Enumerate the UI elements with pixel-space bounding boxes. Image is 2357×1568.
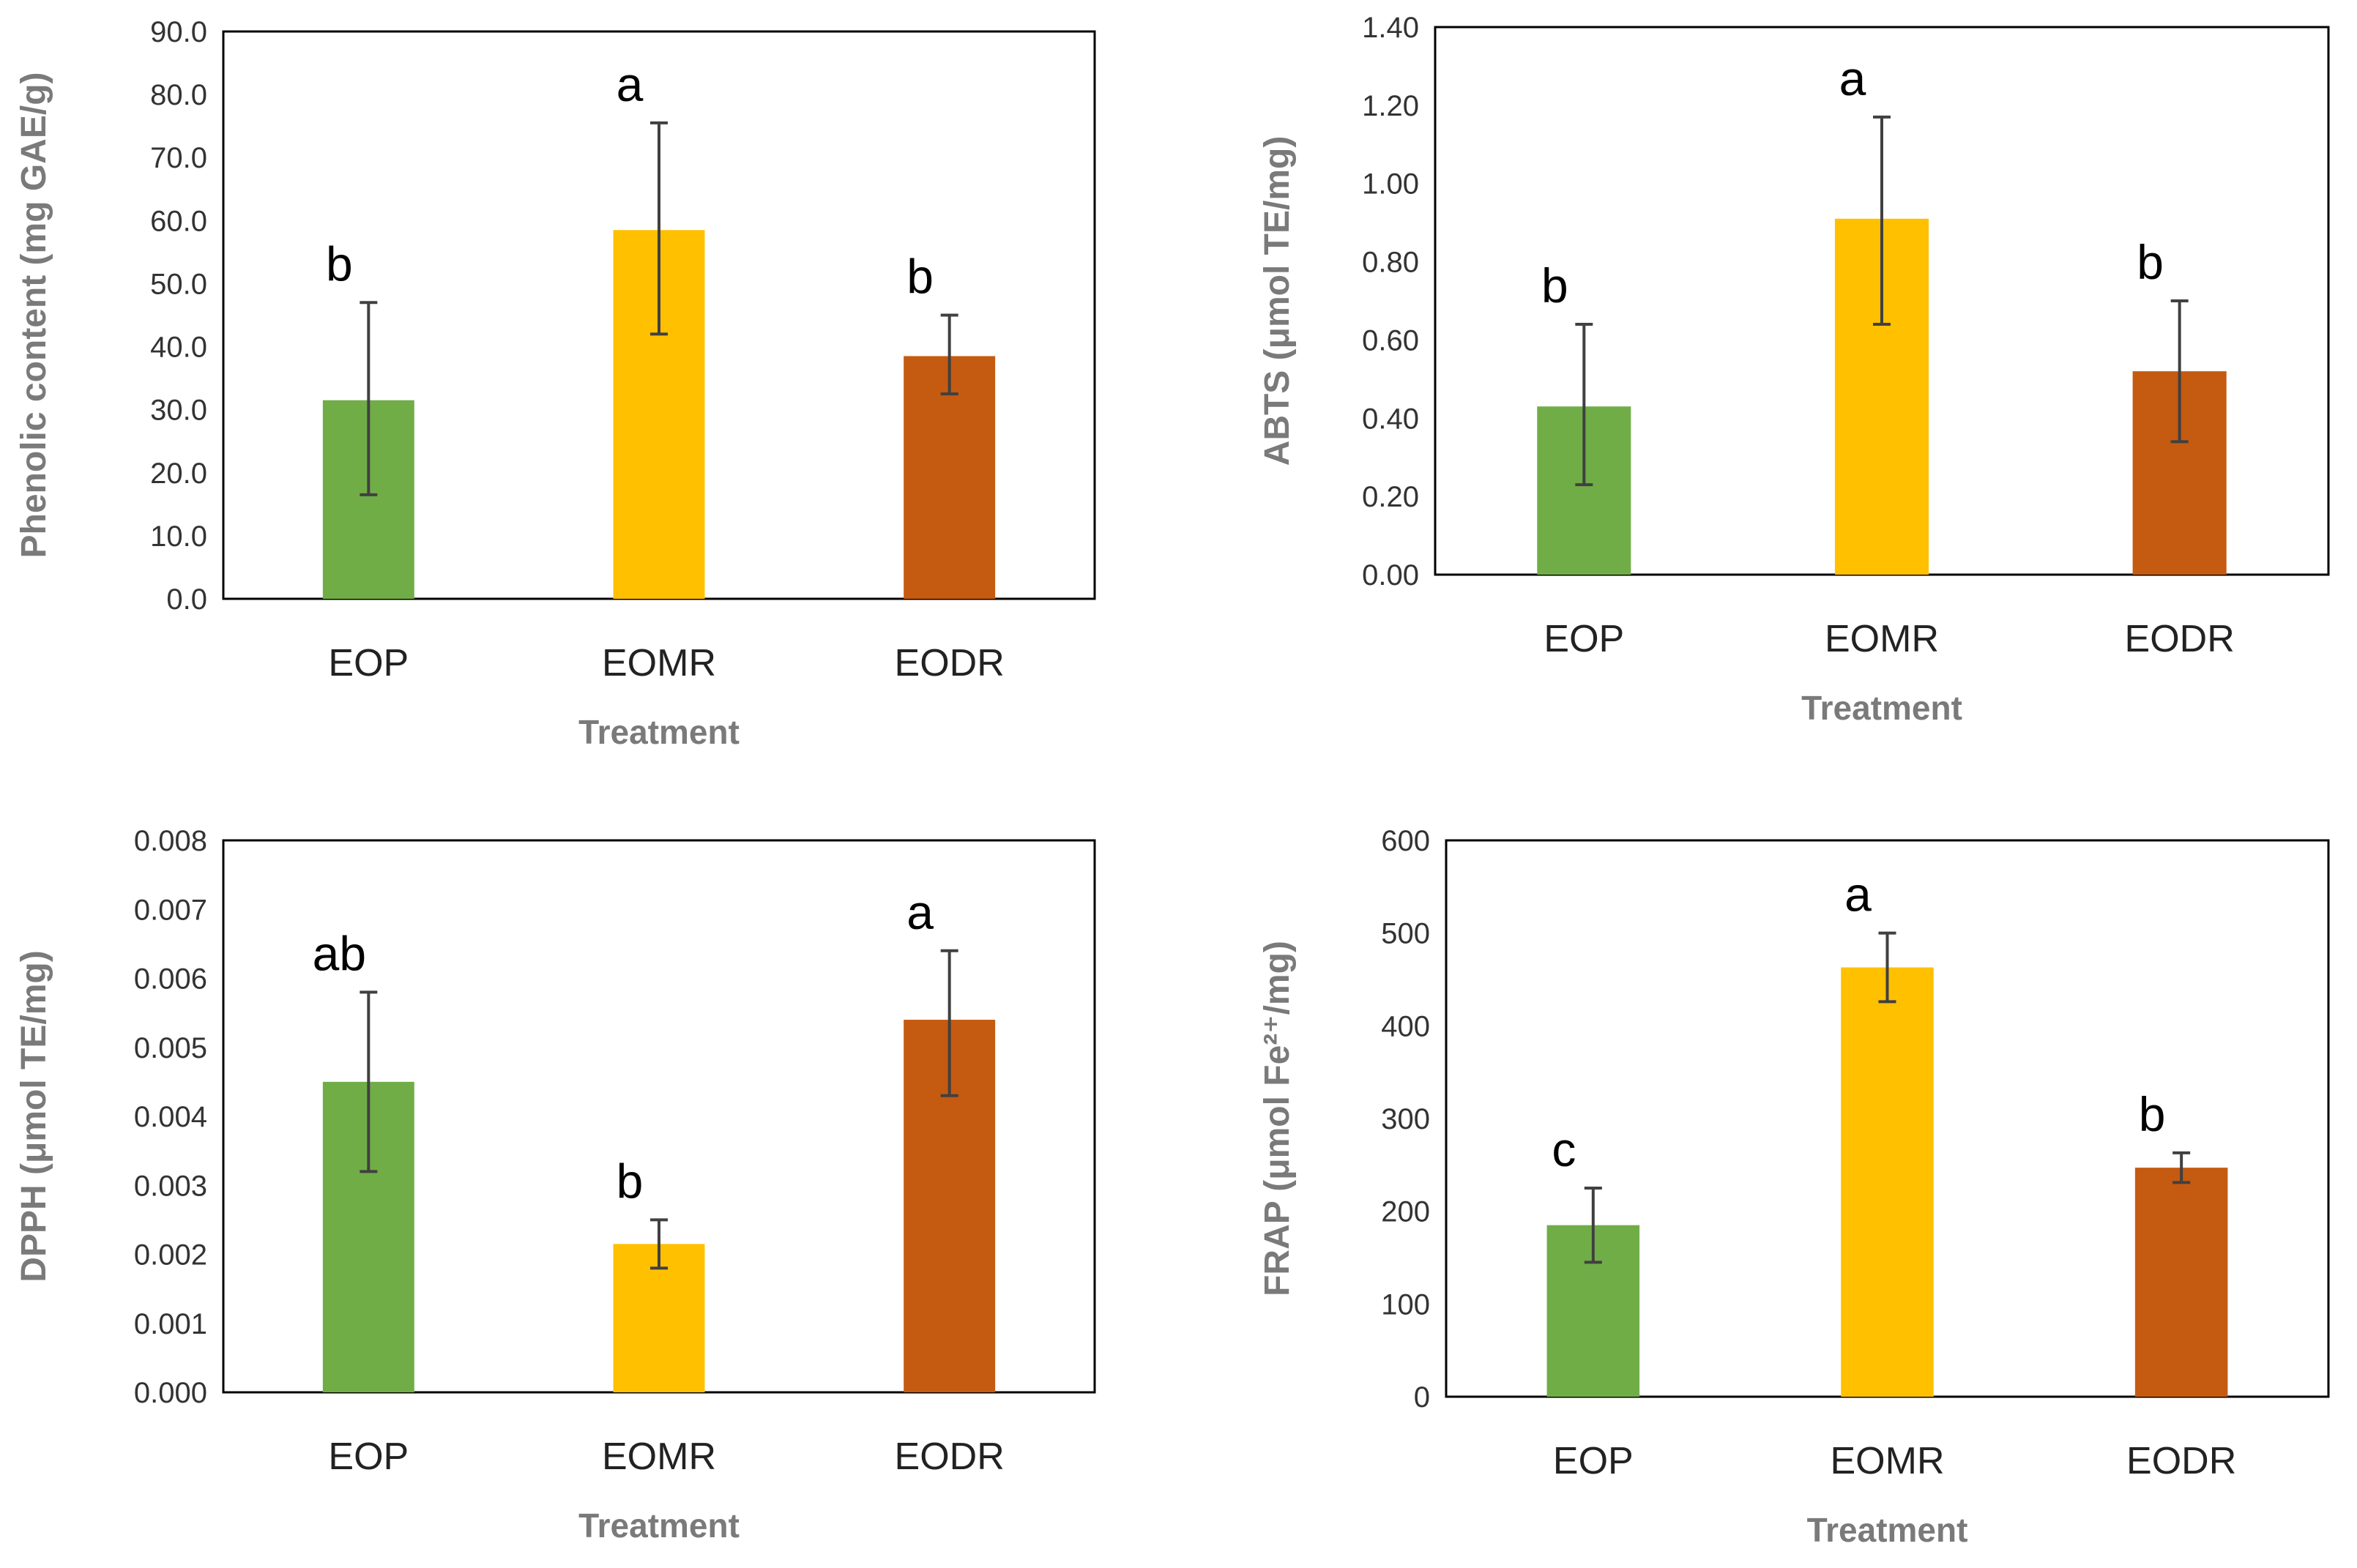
- y-tick-label: 10.0: [150, 520, 207, 553]
- x-category-label: EODR: [895, 642, 1005, 684]
- error-bar-eomr: [650, 121, 668, 336]
- y-tick-label: 500: [1381, 918, 1430, 950]
- error-bar-eop: [1575, 323, 1593, 487]
- bar-eodr: [904, 356, 996, 599]
- significance-letter: b: [617, 1154, 644, 1208]
- y-tick-label: 0.001: [134, 1308, 207, 1340]
- y-axis-title: DPPH (μmol TE/mg): [15, 950, 53, 1282]
- y-tick-label: 200: [1381, 1196, 1430, 1228]
- significance-letter: a: [1839, 51, 1866, 105]
- error-bar-eodr: [2172, 1151, 2191, 1184]
- x-category-label: EODR: [2126, 1440, 2236, 1482]
- y-tick-label: 40.0: [150, 332, 207, 364]
- error-bar-eodr: [2170, 299, 2189, 444]
- x-axis-title: Treatment: [578, 1507, 740, 1545]
- x-category-label: EOMR: [1825, 618, 1939, 660]
- y-tick-label: 0.40: [1362, 403, 1419, 435]
- y-tick-label: 0.004: [134, 1101, 207, 1133]
- y-tick-label: 60.0: [150, 205, 207, 237]
- y-tick-label: 20.0: [150, 458, 207, 490]
- y-tick-label: 0: [1414, 1381, 1430, 1414]
- y-tick-label: 0.005: [134, 1032, 207, 1064]
- error-bar-eomr: [1873, 115, 1891, 326]
- significance-letter: a: [617, 57, 644, 111]
- y-tick-label: 0.003: [134, 1170, 207, 1202]
- bar-eomr: [1841, 967, 1934, 1397]
- x-category-label: EOP: [1544, 618, 1624, 660]
- y-tick-label: 400: [1381, 1010, 1430, 1042]
- y-tick-label: 1.40: [1362, 12, 1419, 44]
- chart-panel-1: 0.0 10.0 20.0 30.0 40.0 50.0 60.0 70.0 80.0 90.0 b…: [15, 16, 1096, 751]
- y-tick-label: 50.0: [150, 268, 207, 300]
- y-tick-label: 1.00: [1362, 168, 1419, 201]
- significance-letter: c: [1552, 1122, 1576, 1176]
- y-tick-label: 0.60: [1362, 324, 1419, 356]
- y-tick-label: 1.20: [1362, 90, 1419, 122]
- significance-letter: ab: [313, 926, 366, 980]
- error-bar-eomr: [650, 1218, 668, 1270]
- chart-panel-3: 0.000 0.001 0.002 0.003 0.004 0.005 0.006 0.007…: [15, 825, 1096, 1545]
- x-category-label: EOMR: [602, 642, 716, 684]
- error-bar-eodr: [940, 949, 958, 1097]
- y-tick-label: 0.008: [134, 825, 207, 857]
- y-tick-label: 0.002: [134, 1239, 207, 1272]
- y-tick-label: 0.006: [134, 963, 207, 996]
- error-bar-eop: [360, 990, 378, 1173]
- y-tick-label: 300: [1381, 1103, 1430, 1135]
- significance-letter: b: [326, 236, 353, 291]
- x-category-label: EOP: [1553, 1440, 1634, 1482]
- x-category-label: EOP: [328, 1436, 409, 1478]
- x-category-label: EOMR: [1831, 1440, 1945, 1482]
- chart-panel-4: 0 100 200 300 400 500 600 c EOP a EOMR b EODR Treatme…: [1258, 825, 2330, 1549]
- y-tick-label: 0.007: [134, 894, 207, 926]
- y-tick-label: 0.00: [1362, 559, 1419, 591]
- error-bar-eop: [360, 301, 378, 496]
- y-axis-title: FRAP (μmol Fe²⁺/mg): [1258, 941, 1297, 1296]
- significance-letter: a: [1844, 867, 1872, 922]
- y-tick-label: 30.0: [150, 395, 207, 427]
- x-axis-title: Treatment: [1801, 689, 1962, 727]
- y-tick-label: 70.0: [150, 142, 207, 174]
- bar-eodr: [2134, 1168, 2228, 1397]
- x-category-label: EOMR: [602, 1436, 716, 1478]
- y-tick-label: 100: [1381, 1288, 1430, 1321]
- significance-letter: b: [2137, 235, 2164, 289]
- significance-letter: a: [906, 885, 934, 939]
- significance-letter: b: [2139, 1087, 2166, 1141]
- x-category-label: EOP: [328, 642, 409, 684]
- x-category-label: EODR: [895, 1436, 1005, 1478]
- y-tick-label: 90.0: [150, 16, 207, 48]
- y-tick-label: 80.0: [150, 79, 207, 111]
- y-tick-label: 600: [1381, 825, 1430, 857]
- error-bar-eomr: [1878, 931, 1896, 1004]
- x-axis-title: Treatment: [578, 713, 740, 751]
- x-category-label: EODR: [2125, 618, 2235, 660]
- significance-letter: b: [1541, 258, 1568, 313]
- y-axis-title: Phenolic content (mg GAE/g): [15, 72, 53, 558]
- y-tick-label: 0.80: [1362, 247, 1419, 279]
- y-tick-label: 0.000: [134, 1377, 207, 1409]
- x-axis-title: Treatment: [1807, 1511, 1968, 1549]
- y-tick-label: 0.0: [166, 583, 207, 616]
- significance-letter: b: [906, 250, 934, 304]
- y-axis-title: ABTS (μmol TE/mg): [1258, 136, 1297, 466]
- chart-panel-2: 0.00 0.20 0.40 0.60 0.80 1.00 1.20 1.40 b EOP a EOM…: [1258, 12, 2330, 727]
- y-tick-label: 0.20: [1362, 481, 1419, 513]
- error-bar-eop: [1584, 1187, 1602, 1264]
- error-bar-eodr: [940, 313, 958, 396]
